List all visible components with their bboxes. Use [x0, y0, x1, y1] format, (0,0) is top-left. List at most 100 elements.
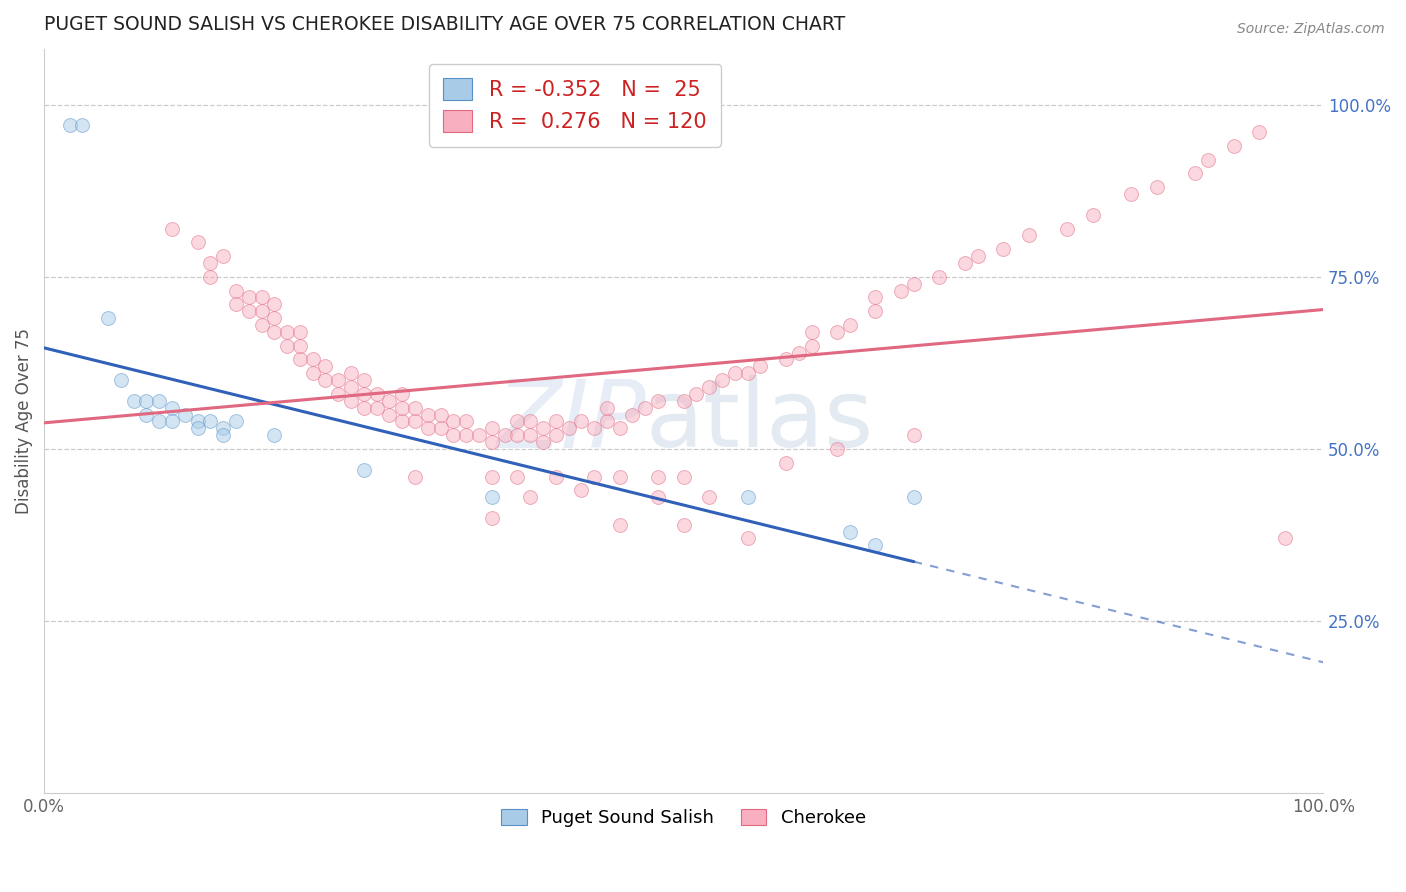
Point [416, 421, 439, 435]
Point [800, 338, 823, 352]
Point [647, 490, 669, 504]
Point [353, 387, 375, 401]
Point [596, 401, 619, 415]
Point [737, 366, 759, 380]
Point [187, 421, 209, 435]
Point [583, 421, 606, 435]
Point [59, 118, 82, 132]
Point [353, 373, 375, 387]
Point [737, 490, 759, 504]
Point [263, 428, 285, 442]
Point [429, 408, 451, 422]
Point [737, 532, 759, 546]
Legend: Puget Sound Salish, Cherokee: Puget Sound Salish, Cherokee [492, 800, 875, 837]
Point [672, 393, 695, 408]
Point [531, 421, 554, 435]
Point [1146, 180, 1168, 194]
Point [749, 359, 772, 374]
Point [328, 387, 350, 401]
Point [276, 338, 298, 352]
Point [225, 414, 247, 428]
Point [494, 428, 516, 442]
Point [135, 393, 157, 408]
Point [544, 414, 567, 428]
Point [135, 408, 157, 422]
Point [1081, 208, 1104, 222]
Point [1274, 532, 1296, 546]
Point [456, 428, 478, 442]
Point [596, 414, 619, 428]
Point [481, 490, 503, 504]
Point [544, 469, 567, 483]
Point [865, 538, 887, 552]
Point [225, 284, 247, 298]
Point [429, 421, 451, 435]
Point [1222, 139, 1244, 153]
Point [110, 373, 132, 387]
Text: atlas: atlas [645, 376, 873, 467]
Point [404, 414, 426, 428]
Point [890, 284, 912, 298]
Point [212, 421, 235, 435]
Point [800, 325, 823, 339]
Point [966, 249, 988, 263]
Point [865, 290, 887, 304]
Point [122, 393, 145, 408]
Point [378, 408, 401, 422]
Point [404, 401, 426, 415]
Point [200, 269, 222, 284]
Point [366, 387, 388, 401]
Point [903, 490, 925, 504]
Point [353, 462, 375, 476]
Point [225, 297, 247, 311]
Point [456, 414, 478, 428]
Point [187, 235, 209, 250]
Point [838, 318, 860, 332]
Point [481, 469, 503, 483]
Point [187, 414, 209, 428]
Point [825, 325, 848, 339]
Point [1197, 153, 1219, 167]
Point [1056, 221, 1078, 235]
Point [238, 290, 260, 304]
Point [609, 517, 631, 532]
Point [238, 304, 260, 318]
Point [711, 373, 734, 387]
Point [481, 511, 503, 525]
Point [928, 269, 950, 284]
Point [301, 366, 323, 380]
Point [519, 490, 541, 504]
Point [160, 221, 183, 235]
Point [288, 338, 311, 352]
Point [531, 435, 554, 450]
Point [97, 311, 120, 326]
Text: PUGET SOUND SALISH VS CHEROKEE DISABILITY AGE OVER 75 CORRELATION CHART: PUGET SOUND SALISH VS CHEROKEE DISABILIT… [44, 15, 845, 34]
Point [340, 393, 363, 408]
Point [263, 311, 285, 326]
Point [481, 421, 503, 435]
Point [519, 414, 541, 428]
Point [569, 414, 592, 428]
Point [775, 352, 797, 367]
Point [609, 469, 631, 483]
Point [353, 401, 375, 415]
Point [391, 387, 413, 401]
Point [441, 414, 464, 428]
Point [468, 428, 491, 442]
Point [288, 325, 311, 339]
Point [953, 256, 976, 270]
Point [160, 414, 183, 428]
Point [378, 393, 401, 408]
Point [72, 118, 94, 132]
Point [160, 401, 183, 415]
Point [404, 469, 426, 483]
Point [288, 352, 311, 367]
Point [148, 414, 170, 428]
Point [724, 366, 747, 380]
Point [672, 517, 695, 532]
Point [672, 469, 695, 483]
Point [697, 380, 720, 394]
Point [441, 428, 464, 442]
Point [328, 373, 350, 387]
Point [263, 297, 285, 311]
